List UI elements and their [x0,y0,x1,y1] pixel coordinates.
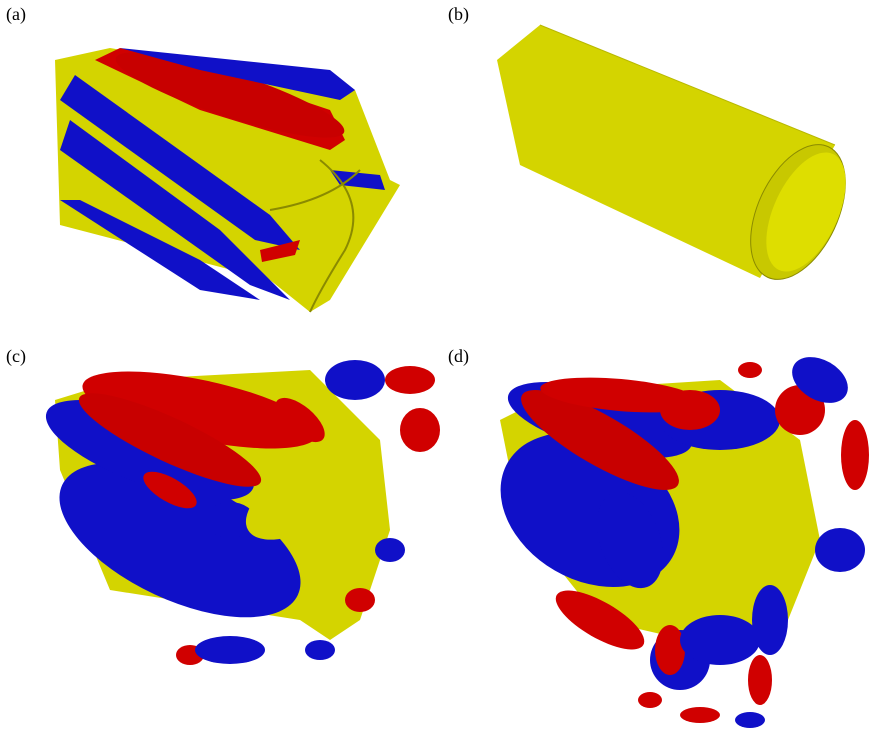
render-b [497,24,846,280]
render-c [45,360,440,665]
render-d [500,357,869,728]
render-a [55,48,400,313]
panel-label: (b) [448,4,469,25]
panel-label: (c) [6,346,26,367]
panel-label: (a) [6,4,26,25]
panel-label: (d) [448,346,469,367]
